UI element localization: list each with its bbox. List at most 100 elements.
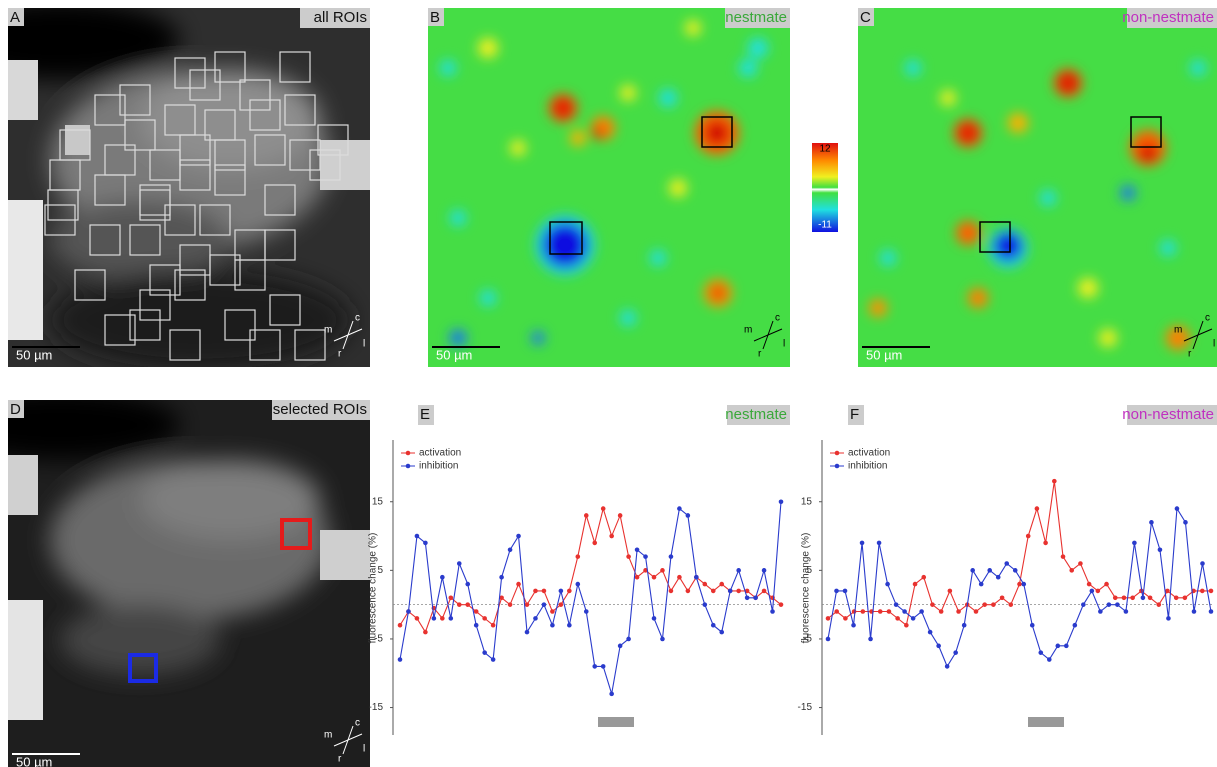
- heat-blob: [480, 290, 496, 306]
- y-axis-label: fluorescence change (%): [368, 533, 379, 644]
- heat-blob: [592, 127, 604, 139]
- legend-marker: [834, 463, 840, 469]
- orientation-label: c: [1205, 313, 1210, 324]
- roi: [234, 259, 266, 291]
- data-point: [609, 691, 614, 697]
- roi: [249, 99, 281, 131]
- heat-blob: [1099, 329, 1117, 347]
- heatmap-b: [428, 8, 790, 367]
- y-tick-label: 5: [377, 565, 383, 576]
- orientation-label: c: [775, 313, 780, 324]
- data-point: [575, 581, 581, 587]
- heat-blob: [968, 288, 988, 308]
- roi-outlines: [44, 51, 349, 361]
- orientation-label: r: [338, 349, 342, 360]
- heat-blob: [449, 329, 467, 347]
- title-box: [725, 8, 790, 28]
- data-point: [825, 616, 831, 621]
- data-point: [1043, 540, 1048, 546]
- orientation-label: c: [355, 718, 360, 729]
- data-point: [961, 622, 967, 628]
- legend-label: activation: [848, 448, 890, 459]
- data-point: [397, 622, 403, 628]
- data-point: [727, 588, 733, 594]
- data-point: [1130, 595, 1135, 601]
- data-point: [885, 581, 890, 587]
- data-point: [978, 581, 984, 587]
- data-point: [1123, 609, 1129, 614]
- data-point: [626, 554, 631, 559]
- data-point: [575, 554, 581, 559]
- data-point: [600, 664, 606, 669]
- data-point: [938, 609, 944, 614]
- roi: [214, 139, 246, 171]
- data-point: [448, 616, 454, 621]
- panel-label: C: [860, 9, 871, 26]
- heat-blob: [961, 126, 975, 140]
- data-point: [609, 533, 614, 539]
- orientation-label: c: [355, 313, 360, 324]
- data-point: [440, 616, 445, 621]
- data-point: [991, 602, 996, 607]
- roi: [189, 69, 221, 101]
- data-point: [1166, 616, 1171, 621]
- data-point: [843, 616, 848, 621]
- series-line: [399, 501, 782, 694]
- legend-label: inhibition: [848, 461, 887, 472]
- series-line: [399, 506, 782, 634]
- label-box: [428, 8, 444, 26]
- data-point: [893, 602, 899, 607]
- data-point: [1004, 561, 1010, 566]
- scale-label: 50 µm: [436, 347, 472, 362]
- scale-label: 50 µm: [866, 347, 902, 362]
- roi: [214, 51, 246, 83]
- data-point: [702, 581, 708, 587]
- heat-blob: [510, 140, 526, 156]
- data-point: [617, 513, 623, 518]
- data-point: [677, 506, 682, 511]
- orientation-axis: [342, 320, 354, 350]
- data-point: [919, 609, 924, 614]
- data-point: [851, 609, 857, 614]
- data-point: [583, 609, 589, 614]
- orientation-label: l: [1213, 339, 1215, 350]
- data-point: [1200, 561, 1205, 566]
- orientation-label: r: [1188, 349, 1192, 360]
- orientation-axis: [1192, 320, 1204, 350]
- data-point: [668, 588, 674, 594]
- heat-blob: [659, 89, 677, 107]
- roi: [174, 269, 206, 301]
- data-point: [507, 602, 513, 607]
- data-point: [1029, 622, 1035, 628]
- data-point: [660, 568, 665, 573]
- data-point: [973, 609, 979, 614]
- legend-marker: [405, 463, 411, 469]
- data-point: [567, 622, 572, 628]
- panel-label: A: [10, 9, 20, 26]
- data-point: [482, 616, 487, 621]
- heat-blob: [570, 130, 586, 146]
- orientation-label: l: [783, 339, 785, 350]
- data-point: [592, 540, 598, 546]
- data-point: [736, 568, 741, 573]
- roi: [169, 329, 201, 361]
- roi: [124, 119, 156, 151]
- data-point: [719, 629, 725, 635]
- data-point: [921, 574, 927, 580]
- data-point: [456, 602, 462, 607]
- data-point: [1060, 554, 1066, 559]
- data-point: [643, 554, 648, 559]
- data-point: [567, 588, 572, 594]
- data-point: [1182, 595, 1188, 601]
- roi: [94, 94, 126, 126]
- colorbar-max: 12: [819, 144, 831, 155]
- panel-label: F: [850, 406, 859, 423]
- heat-blob: [669, 179, 687, 197]
- orientation-label: l: [363, 744, 365, 755]
- roi: [179, 134, 211, 166]
- y-tick-label: 15: [801, 496, 813, 507]
- data-point: [770, 609, 775, 614]
- panel-title: non-nestmate: [1122, 406, 1214, 423]
- data-point: [524, 629, 530, 635]
